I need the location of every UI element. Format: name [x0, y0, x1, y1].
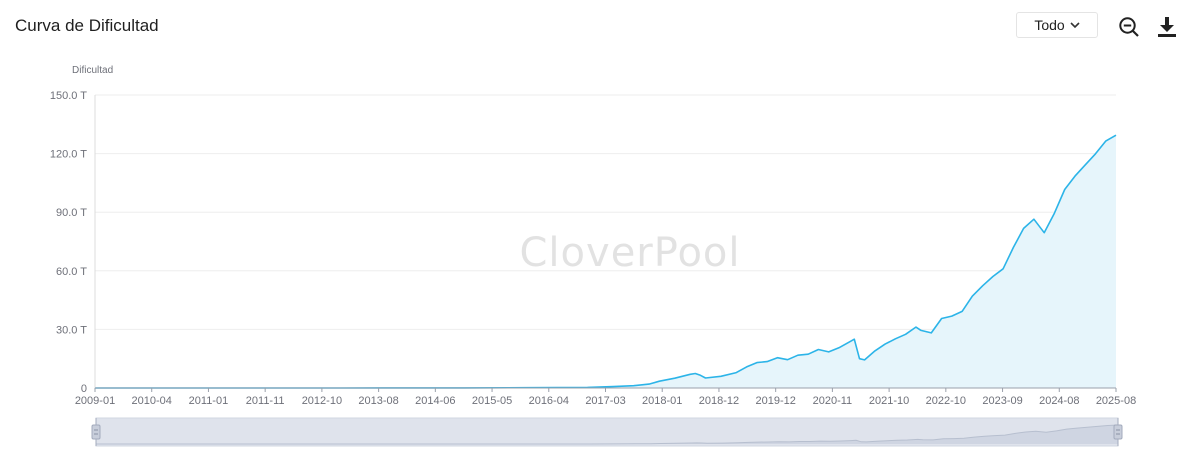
x-tick-label: 2014-06: [415, 395, 455, 407]
x-tick-label: 2017-03: [585, 395, 625, 407]
y-tick-label: 30.0 T: [56, 324, 87, 336]
watermark-logo: CloverPool: [520, 230, 741, 276]
x-tick-label: 2013-08: [358, 395, 398, 407]
x-tick-label: 2022-10: [926, 395, 966, 407]
y-tick-label: 0: [81, 383, 87, 395]
x-tick-label: 2015-05: [472, 395, 512, 407]
x-tick-label: 2018-12: [699, 395, 739, 407]
x-tick-label: 2016-04: [529, 395, 569, 407]
slider-preview-area: [96, 425, 1118, 444]
y-axis-title: Dificultad: [72, 65, 113, 76]
x-tick-label: 2025-08: [1096, 395, 1136, 407]
x-tick-label: 2010-04: [132, 395, 172, 407]
x-tick-label: 2012-10: [302, 395, 342, 407]
slider-handle-right[interactable]: [1113, 418, 1123, 446]
data-zoom-slider[interactable]: [91, 417, 1123, 447]
y-tick-label: 150.0 T: [50, 90, 87, 102]
download-button[interactable]: [1155, 15, 1179, 39]
difficulty-line: [95, 134, 1117, 389]
x-tick-label: 2021-10: [869, 395, 909, 407]
axes: 0 30.0 T 60.0 T 90.0 T 120.0 T 150.0 T 2009-01…: [50, 90, 1136, 407]
x-tick-label: 2009-01: [75, 395, 115, 407]
slider-handle-left[interactable]: [91, 418, 101, 446]
range-select-value: Todo: [1034, 17, 1065, 33]
range-select[interactable]: Todo: [1016, 12, 1098, 38]
chart-title: Curva de Dificultad: [15, 16, 159, 35]
x-tick-label: 2019-12: [755, 395, 795, 407]
slider-preview-line: [96, 424, 1119, 445]
series-layer: [95, 134, 1117, 389]
x-tick-label: 2018-01: [642, 395, 682, 407]
x-tick-label: 2020-11: [813, 395, 853, 407]
x-tick-label: 2011-01: [189, 395, 229, 407]
x-tick-label: 2011-11: [246, 395, 285, 407]
grid-lines: [95, 94, 1116, 330]
y-tick-label: 60.0 T: [56, 266, 87, 278]
difficulty-area: [95, 135, 1116, 388]
x-tick-label: 2023-09: [982, 395, 1022, 407]
y-tick-label: 90.0 T: [56, 207, 87, 219]
download-icon: [1158, 17, 1176, 37]
y-tick-label: 120.0 T: [50, 149, 87, 161]
x-tick-label: 2024-08: [1039, 395, 1079, 407]
chevron-down-icon: [1070, 21, 1080, 29]
zoom-out-icon: [1119, 17, 1139, 37]
zoom-out-button[interactable]: [1117, 15, 1141, 39]
